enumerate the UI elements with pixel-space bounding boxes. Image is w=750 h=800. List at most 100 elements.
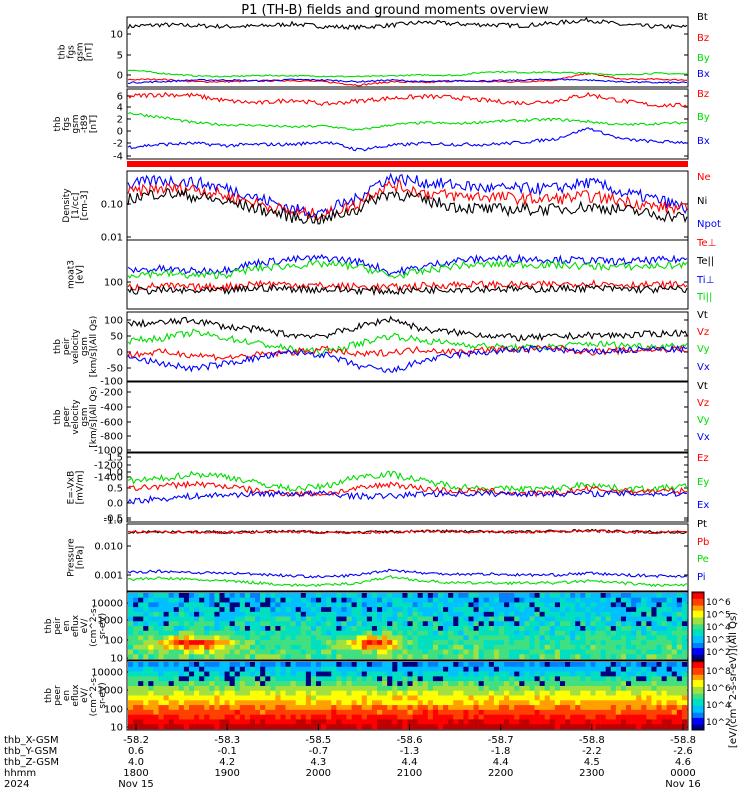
heatmap-cell xyxy=(321,676,327,682)
heatmap-cell xyxy=(204,654,210,660)
heatmap-cell xyxy=(478,705,485,711)
heatmap-cell xyxy=(168,626,175,632)
heatmap-cell xyxy=(168,695,175,701)
heatmap-cell xyxy=(234,593,241,599)
heatmap-cell xyxy=(397,724,403,730)
heatmap-cell xyxy=(168,640,175,646)
heatmap-cell xyxy=(676,685,683,692)
heatmap-cell xyxy=(366,649,373,655)
heatmap-cell xyxy=(407,602,413,608)
heatmap-cell xyxy=(168,681,175,687)
heatmap-cell xyxy=(514,714,520,720)
y-tick-label: 2 xyxy=(117,115,123,126)
heatmap-cell xyxy=(158,671,164,677)
heatmap-cell xyxy=(310,607,317,613)
heatmap-cell xyxy=(651,662,657,668)
heatmap-cell xyxy=(529,616,535,622)
heatmap-cell xyxy=(412,662,418,668)
heatmap-cell xyxy=(498,709,505,715)
colorbar-cell xyxy=(692,719,704,722)
heatmap-cell xyxy=(509,616,515,622)
heatmap-cell xyxy=(214,724,220,730)
heatmap-cell xyxy=(377,616,383,622)
heatmap-cell xyxy=(646,671,652,677)
heatmap-cell xyxy=(265,649,271,655)
heatmap-cell xyxy=(559,635,566,641)
heatmap-cell xyxy=(422,724,429,730)
heatmap-cell xyxy=(285,700,291,706)
heatmap-cell xyxy=(539,714,546,720)
colorbar-cell xyxy=(692,688,704,691)
heatmap-cell xyxy=(260,611,266,617)
heatmap-cell xyxy=(539,681,546,687)
heatmap-cell xyxy=(280,597,286,603)
heatmap-cell xyxy=(432,607,439,613)
heatmap-cell xyxy=(443,690,449,696)
heatmap-cell xyxy=(402,724,408,730)
heatmap-cell xyxy=(498,630,505,636)
heatmap-cell xyxy=(402,662,408,668)
heatmap-cell xyxy=(427,681,434,687)
heatmap-cell xyxy=(453,705,459,711)
heatmap-cell xyxy=(626,602,632,608)
heatmap-cell xyxy=(412,685,418,692)
heatmap-cell xyxy=(321,597,327,603)
heatmap-cell xyxy=(397,709,403,715)
heatmap-cell xyxy=(351,709,357,715)
y-axis-label: Pressure xyxy=(67,538,77,577)
y-axis-label: eflux xyxy=(71,684,81,707)
heatmap-cell xyxy=(295,681,302,687)
heatmap-cell xyxy=(260,676,266,682)
heatmap-cell xyxy=(646,644,652,650)
heatmap-cell xyxy=(361,621,368,627)
heatmap-cell xyxy=(488,597,495,603)
colorbar-cell xyxy=(692,607,704,610)
heatmap-cell xyxy=(437,695,444,701)
heatmap-cell xyxy=(331,714,337,720)
heatmap-cell xyxy=(214,621,220,627)
heatmap-cell xyxy=(397,649,403,655)
heatmap-cell xyxy=(570,597,576,603)
heatmap-cell xyxy=(493,695,500,701)
heatmap-cell xyxy=(585,724,591,730)
heatmap-cell xyxy=(255,690,261,696)
heatmap-cell xyxy=(204,709,210,715)
heatmap-cell xyxy=(371,626,378,632)
heatmap-cell xyxy=(509,724,515,730)
series-Vz-line xyxy=(127,344,688,362)
heatmap-cell xyxy=(346,690,352,696)
heatmap-cell xyxy=(559,695,566,701)
heatmap-cell xyxy=(417,640,424,646)
heatmap-cell xyxy=(128,724,134,730)
heatmap-cell xyxy=(529,724,535,730)
heatmap-cell xyxy=(631,607,637,613)
heatmap-cell xyxy=(427,690,434,696)
heatmap-cell xyxy=(173,724,180,730)
heatmap-cell xyxy=(133,621,139,627)
heatmap-cell xyxy=(585,635,591,641)
heatmap-cell xyxy=(519,644,525,650)
heatmap-cell xyxy=(331,593,337,599)
heatmap-cell xyxy=(620,724,627,730)
heatmap-cell xyxy=(570,676,576,682)
heatmap-cell xyxy=(153,714,159,720)
heatmap-cell xyxy=(539,593,546,599)
heatmap-cell xyxy=(336,626,342,632)
heatmap-cell xyxy=(427,626,434,632)
heatmap-cell xyxy=(590,681,596,687)
heatmap-cell xyxy=(443,724,449,730)
heatmap-cell xyxy=(473,671,479,677)
heatmap-cell xyxy=(397,644,403,650)
heatmap-cell xyxy=(224,616,230,622)
heatmap-cell xyxy=(188,724,195,730)
heatmap-cell xyxy=(544,644,551,650)
heatmap-cell xyxy=(473,635,479,641)
heatmap-cell xyxy=(341,602,347,608)
heatmap-cell xyxy=(234,649,241,655)
heatmap-cell xyxy=(265,597,271,603)
heatmap-cell xyxy=(524,621,530,627)
heatmap-cell xyxy=(488,607,495,613)
heatmap-cell xyxy=(346,644,352,650)
heatmap-cell xyxy=(681,676,688,682)
heatmap-cell xyxy=(565,607,571,613)
